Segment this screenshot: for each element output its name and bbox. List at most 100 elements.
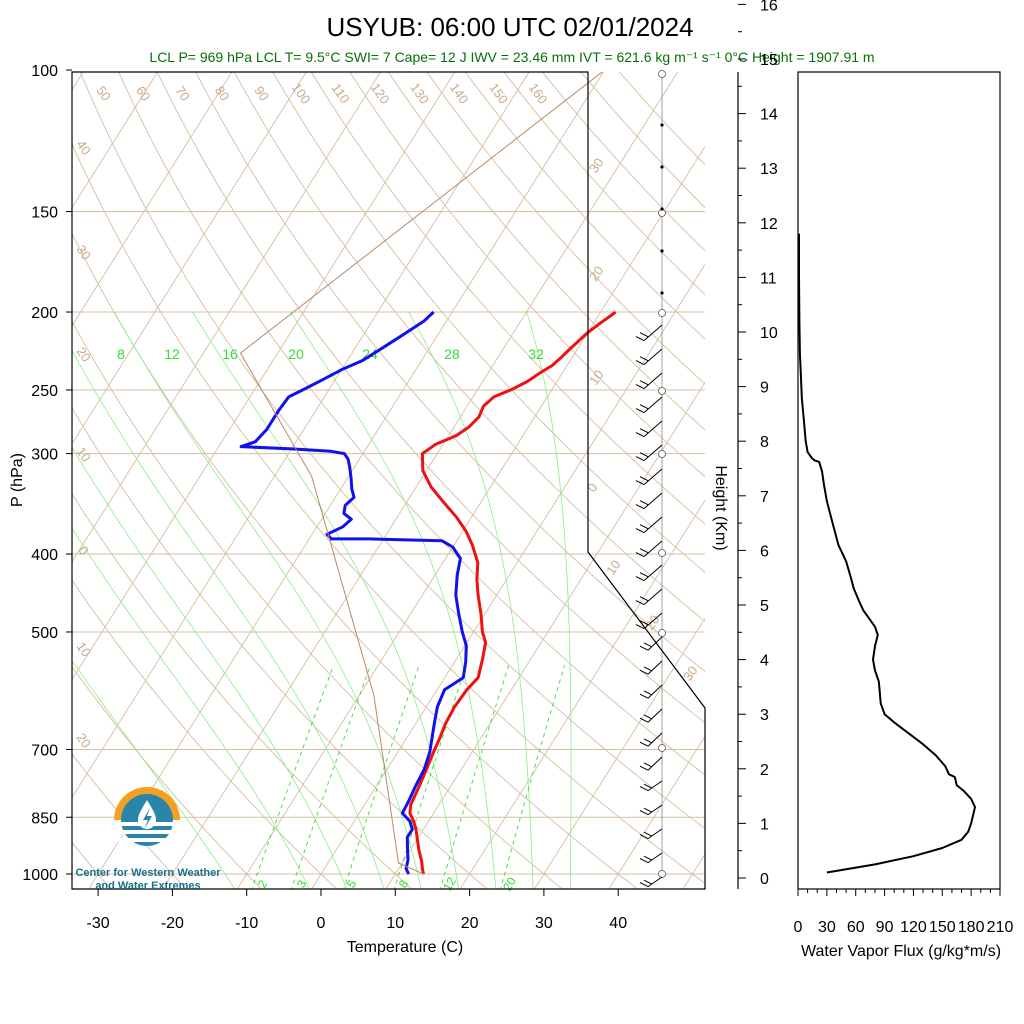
mixing-ratio-line [343, 665, 420, 889]
wind-barb-icon [635, 540, 663, 558]
wind-barb-icon [639, 852, 663, 864]
pressure-tick-label: 700 [31, 742, 58, 759]
barb-dot-icon [660, 207, 664, 211]
height-tick-label: 16 [760, 0, 778, 14]
mixing-ratio-label: 28 [444, 346, 460, 362]
logo-wave-icon [114, 838, 180, 842]
wind-barb-icon [635, 324, 663, 342]
pressure-tick-label: 100 [31, 63, 58, 80]
pressure-tick-label: 1000 [22, 867, 58, 884]
wind-barb-icon [635, 468, 663, 486]
temperature-axis: -30 -20 -10 0 10 20 30 40 [87, 889, 627, 932]
skewt-background [72, 70, 1024, 891]
isotherm [533, 617, 705, 889]
wind-barb-icon [635, 516, 663, 534]
height-tick-label: 0 [760, 871, 769, 888]
isotherm [72, 72, 530, 799]
flux-tick-label: 30 [818, 919, 836, 936]
isotherm [162, 72, 679, 889]
height-tick-label: 15 [760, 52, 778, 69]
dry-adiabat [580, 72, 705, 209]
wind-barb-icon [639, 804, 663, 816]
wind-barb-icon [635, 564, 663, 582]
wind-barb-icon [635, 420, 663, 438]
calm-circle-icon [658, 309, 666, 317]
temperature-line [408, 310, 617, 875]
mixing-ratio-line [290, 665, 371, 889]
dry-adiabat [349, 72, 705, 478]
parcel-line [239, 72, 603, 875]
adiabat-label: 160 [526, 80, 551, 106]
dry-adiabat [272, 72, 705, 573]
wind-barb-icon [639, 684, 663, 699]
dry-adiabat [72, 493, 413, 889]
isotherm [72, 72, 233, 327]
height-tick-label: 5 [760, 598, 769, 615]
isotherm-label-right: 20 [586, 263, 607, 283]
height-tick-label: 8 [760, 434, 769, 451]
height-tick-label: 6 [760, 543, 769, 560]
barb-dot-icon [660, 249, 664, 253]
moist-adiabat [72, 527, 310, 889]
adiabat-label: 110 [329, 81, 353, 107]
dry-adiabat [618, 72, 705, 166]
wind-barb-icon [639, 660, 663, 675]
isotherm-label-right: 0 [584, 480, 600, 495]
calm-circle-icon [658, 629, 666, 637]
pressure-tick-label: 150 [31, 205, 58, 222]
isotherm [72, 72, 381, 563]
mixing-ratio-line [439, 665, 510, 889]
cw3e-logo: Center for Western Weather and Water Ext… [75, 787, 221, 892]
moist-adiabat [72, 349, 385, 889]
wind-barb-icon [639, 756, 663, 771]
adiabat-label: 100 [289, 80, 314, 106]
calm-circle-icon [658, 387, 666, 395]
calm-circle-icon [658, 70, 666, 78]
height-tick-label: 14 [760, 107, 778, 124]
moist-adiabat [290, 311, 497, 889]
isotherm-label-right: 30 [586, 155, 607, 175]
height-tick-label: 2 [760, 762, 769, 779]
flux-tick-label: 0 [794, 919, 803, 936]
flux-tick-label: 210 [987, 919, 1014, 936]
isotherm [682, 853, 705, 889]
flux-axis: 0 30 60 90 120 150 180 210 [794, 889, 1014, 936]
logo-wave-icon [114, 830, 180, 834]
temperature-tick-label: 30 [535, 915, 553, 932]
isotherm [756, 70, 1024, 891]
dry-adiabat [72, 232, 639, 889]
flux-tick-label: 150 [929, 919, 956, 936]
adiabat-label: 120 [368, 80, 393, 106]
wind-barb-icon [639, 636, 663, 651]
wind-barb-icon [639, 708, 663, 723]
adiabat-label: 130 [407, 80, 432, 106]
isotherm-label-right: 30 [680, 663, 701, 683]
pressure-tick-label: 500 [31, 625, 58, 642]
flux-tick-label: 60 [847, 919, 865, 936]
skewt-frame [71, 71, 706, 890]
temperature-tick-label: 20 [461, 915, 479, 932]
mixing-ratio-label: 20 [500, 874, 519, 893]
pressure-tick-label: 200 [31, 305, 58, 322]
dry-adiabat [233, 72, 705, 623]
moist-adiabat [114, 311, 422, 889]
isotherm-label-right: 10 [603, 557, 624, 577]
isotherm-label-left: 30 [73, 242, 94, 262]
isotherm [385, 381, 705, 889]
wind-barb-icon [639, 828, 663, 840]
mixing-ratio-label: 20 [288, 346, 304, 362]
calm-circle-icon [658, 744, 666, 752]
pressure-axis: 100 150 200 250 300 400 500 700 850 1000 [22, 63, 72, 884]
flux-tick-label: 120 [900, 919, 927, 936]
temperature-tick-label: -10 [235, 915, 258, 932]
dry-adiabat [72, 320, 564, 889]
isotherm [608, 735, 705, 889]
water-vapor-flux-line [798, 233, 976, 874]
height-axis-label: Height (Km) [712, 465, 729, 550]
dry-adiabat [310, 72, 705, 525]
mixing-ratio-label: 12 [440, 874, 459, 893]
isotherm-label-left: 40 [73, 137, 94, 157]
barb-dot-icon [660, 123, 664, 127]
moist-adiabat [526, 311, 572, 889]
